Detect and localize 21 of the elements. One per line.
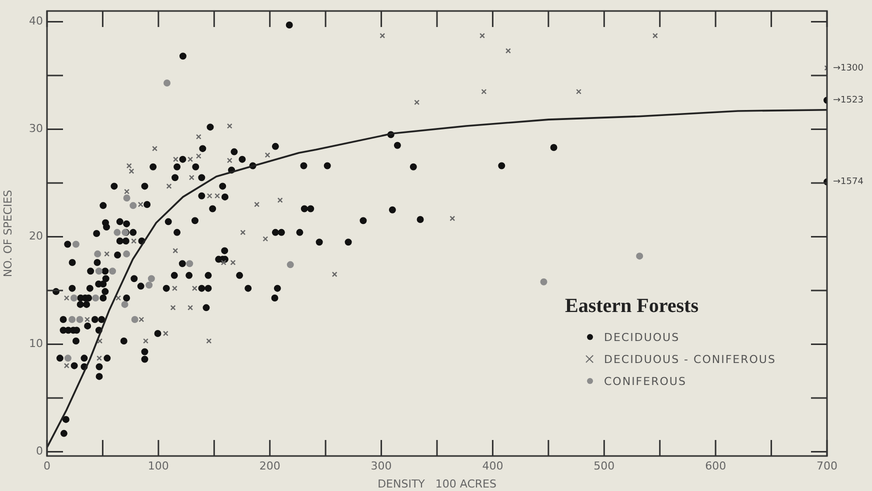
y-tick-label: 20 (29, 230, 43, 243)
legend-label: DECIDUOUS - CONIFEROUS (604, 352, 776, 366)
x-tick-label: 300 (370, 459, 392, 472)
legend-label: CONIFEROUS (604, 374, 686, 388)
x-axis-title: DENSITY 100 ACRES (378, 477, 496, 490)
y-tick-label: 30 (29, 122, 43, 136)
text: →1523 (833, 96, 864, 106)
text: →1574 (833, 177, 864, 188)
y-tick-label: 40 (29, 14, 43, 28)
y-tick-label: 10 (29, 337, 43, 350)
y-axis-title: NO. OF SPECIES (1, 190, 14, 278)
x-tick-label: 100 (148, 459, 169, 472)
x-tick-label: 500 (594, 459, 615, 472)
x-tick-label: 400 (482, 459, 504, 472)
x-tick-label: 700 (816, 459, 838, 472)
text: →1300 (833, 63, 864, 74)
legend-title: Eastern Forests (565, 295, 700, 318)
legend-label: DECIDUOUS (604, 330, 680, 344)
x-tick-label: 200 (259, 459, 280, 472)
y-tick-label: 0 (36, 444, 43, 458)
x-tick-label: 600 (705, 459, 726, 472)
